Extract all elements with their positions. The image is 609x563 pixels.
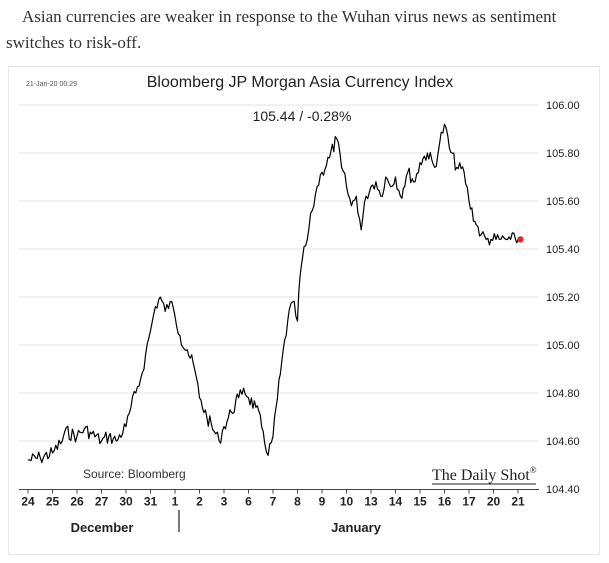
x-tick-label: 27 xyxy=(95,495,109,509)
x-tick-label: 17 xyxy=(462,495,476,509)
brand-mark: ® xyxy=(530,465,537,475)
x-tick-label: 31 xyxy=(144,495,158,509)
y-tick-label: 105.80 xyxy=(546,148,580,160)
brand-label: The Daily Shot® xyxy=(432,465,537,484)
y-tick-label: 106.00 xyxy=(546,100,580,112)
x-tick-label: 8 xyxy=(294,495,301,509)
article-caption: Asian currencies are weaker in response … xyxy=(6,7,557,52)
x-tick-label: 14 xyxy=(389,495,403,509)
x-tick-label: 16 xyxy=(438,495,452,509)
x-axis-labels: 24 25 26 27 30 31 1 2 3 6 7 8 9 10 13 14 15 16 17 20 21 xyxy=(21,489,525,509)
y-tick-label: 105.20 xyxy=(546,292,580,304)
x-tick-label: 1 xyxy=(172,495,179,509)
y-tick-label: 105.60 xyxy=(546,196,580,208)
x-tick-label: 9 xyxy=(319,495,326,509)
x-tick-label: 7 xyxy=(270,495,277,509)
brand-name: The Daily Shot xyxy=(432,467,530,484)
x-tick-label: 10 xyxy=(340,495,354,509)
x-tick-label: 25 xyxy=(46,495,60,509)
month-label-january: January xyxy=(331,520,382,535)
last-value-marker xyxy=(517,236,524,243)
x-tick-label: 20 xyxy=(487,495,501,509)
chart-timestamp: 21-Jan-20 00:29 xyxy=(26,81,77,88)
gridlines xyxy=(19,104,539,442)
x-tick-label: 3 xyxy=(221,495,228,509)
y-tick-label: 104.80 xyxy=(546,388,580,400)
x-tick-label: 15 xyxy=(413,495,427,509)
x-tick-label: 30 xyxy=(119,495,133,509)
y-tick-label: 104.40 xyxy=(546,484,580,496)
x-tick-label: 13 xyxy=(364,495,378,509)
x-tick-label: 26 xyxy=(70,495,84,509)
y-tick-label: 105.40 xyxy=(546,244,580,256)
index-series-line xyxy=(27,123,521,464)
month-label-december: December xyxy=(71,520,134,535)
source-label: Source: Bloomberg xyxy=(83,467,186,481)
y-tick-label: 105.00 xyxy=(546,340,580,352)
chart-frame: 104.40 104.60 104.80 105.00 105.20 105.40 105.… xyxy=(8,66,600,555)
x-tick-label: 2 xyxy=(196,495,203,509)
chart-subtitle: 105.44 / -0.28% xyxy=(253,108,352,124)
x-tick-label: 6 xyxy=(245,495,252,509)
y-tick-label: 104.60 xyxy=(546,436,580,448)
chart-title: Bloomberg JP Morgan Asia Currency Index xyxy=(147,74,454,91)
y-axis-labels: 104.40 104.60 104.80 105.00 105.20 105.40 105.… xyxy=(546,100,580,496)
currency-index-chart: 104.40 104.60 104.80 105.00 105.20 105.40 105.… xyxy=(19,74,580,535)
x-tick-label: 24 xyxy=(21,495,35,509)
x-tick-label: 21 xyxy=(511,495,525,509)
